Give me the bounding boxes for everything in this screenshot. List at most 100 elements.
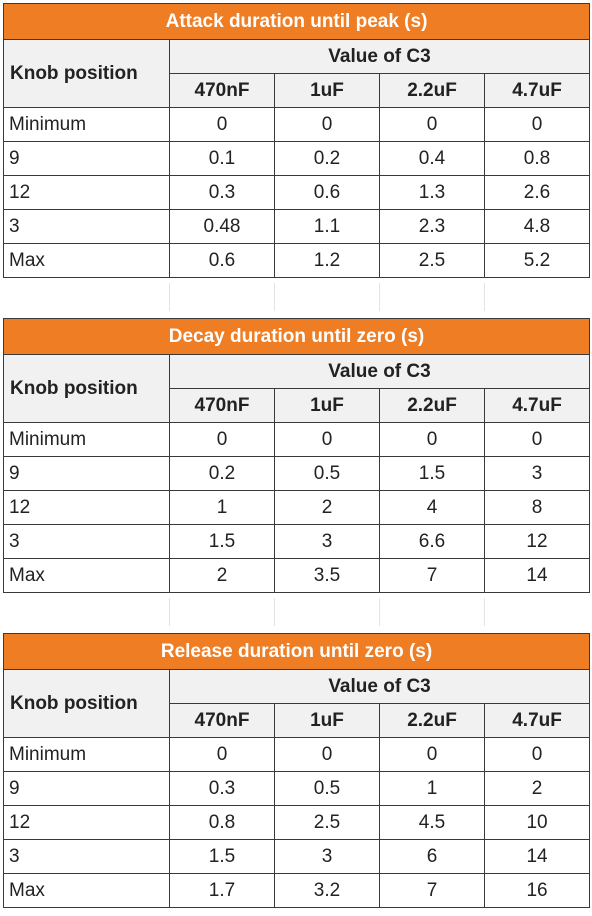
c3-value-header: 4.7uF [483, 703, 591, 738]
cell: 0.1 [169, 141, 275, 176]
table-row: Max 2 3.5 7 14 [3, 558, 590, 593]
row-label: Max [3, 873, 170, 908]
cell: 7 [379, 558, 485, 593]
cell: 0.6 [169, 243, 275, 278]
decay-table: Decay duration until zero (s) Knob posit… [3, 318, 590, 593]
row-label: Max [3, 558, 170, 593]
cell: 3 [274, 524, 380, 559]
table-row: Max 0.6 1.2 2.5 5.2 [3, 243, 590, 278]
table-row: 12 0.3 0.6 1.3 2.6 [3, 175, 590, 210]
cell: 1.1 [274, 209, 380, 244]
c3-header: Value of C3 [168, 669, 591, 704]
table-row: 9 0.2 0.5 1.5 3 [3, 456, 590, 491]
cell: 4.8 [484, 209, 590, 244]
table-row: 3 1.5 3 6 14 [3, 839, 591, 874]
cell: 4.5 [379, 805, 485, 840]
cell: 1.3 [379, 175, 485, 210]
cell: 3.5 [274, 558, 380, 593]
cell: 7 [379, 873, 485, 908]
c3-header: Value of C3 [169, 354, 590, 389]
cell: 16 [483, 873, 591, 908]
cell: 14 [484, 558, 590, 593]
row-label: Minimum [3, 422, 170, 457]
cell: 0 [169, 107, 275, 142]
cell: 12 [484, 524, 590, 559]
table-row: 9 0.1 0.2 0.4 0.8 [3, 141, 590, 176]
cell: 2 [274, 490, 380, 525]
cell: 0.2 [274, 141, 380, 176]
row-label: 12 [3, 805, 170, 840]
cell: 2.5 [274, 805, 380, 840]
cell: 4 [379, 490, 485, 525]
c3-value-header: 2.2uF [379, 388, 485, 423]
cell: 1.2 [274, 243, 380, 278]
table-row: 12 1 2 4 8 [3, 490, 590, 525]
cell: 6.6 [379, 524, 485, 559]
cell: 0.4 [379, 141, 485, 176]
row-label: 9 [3, 456, 170, 491]
cell: 10 [483, 805, 591, 840]
table-row: Minimum 0 0 0 0 [3, 107, 590, 142]
cell: 0 [274, 422, 380, 457]
c3-value-header: 470nF [169, 703, 275, 738]
cell: 1.5 [169, 524, 275, 559]
row-label: 3 [3, 524, 170, 559]
row-label: Minimum [3, 737, 170, 772]
knob-position-header: Knob position [3, 39, 170, 108]
knob-position-header: Knob position [3, 669, 170, 738]
cell: 14 [483, 839, 591, 874]
cell: 2.6 [484, 175, 590, 210]
row-label: 3 [3, 209, 170, 244]
row-label: 9 [3, 141, 170, 176]
cell: 3.2 [274, 873, 380, 908]
cell: 1.5 [169, 839, 275, 874]
c3-value-header: 2.2uF [379, 703, 485, 738]
cell: 5.2 [484, 243, 590, 278]
cell: 0.2 [169, 456, 275, 491]
c3-value-header: 470nF [169, 73, 275, 108]
row-label: Minimum [3, 107, 170, 142]
table-row: Minimum 0 0 0 0 [3, 737, 591, 772]
cell: 1 [169, 490, 275, 525]
cell: 8 [484, 490, 590, 525]
cell: 6 [379, 839, 485, 874]
cell: 0 [274, 107, 380, 142]
knob-position-header: Knob position [3, 354, 170, 423]
row-label: 12 [3, 490, 170, 525]
c3-value-header: 4.7uF [484, 73, 590, 108]
c3-header: Value of C3 [169, 39, 590, 74]
cell: 0 [484, 107, 590, 142]
cell: 0.3 [169, 175, 275, 210]
spacer-row [3, 283, 589, 311]
cell: 0.8 [169, 805, 275, 840]
cell: 1.5 [379, 456, 485, 491]
cell: 0 [379, 737, 485, 772]
c3-value-header: 1uF [274, 703, 380, 738]
attack-table: Attack duration until peak (s) Knob posi… [3, 3, 590, 278]
c3-value-header: 4.7uF [484, 388, 590, 423]
table-row: Max 1.7 3.2 7 16 [3, 873, 591, 908]
c3-value-header: 1uF [274, 73, 380, 108]
table-title: Decay duration until zero (s) [3, 318, 590, 355]
release-table: Release duration until zero (s) Knob pos… [2, 633, 591, 908]
cell: 3 [274, 839, 380, 874]
cell: 0 [484, 422, 590, 457]
cell: 0.48 [169, 209, 275, 244]
cell: 2 [169, 558, 275, 593]
cell: 0 [169, 737, 275, 772]
table-row: Minimum 0 0 0 0 [3, 422, 590, 457]
spacer-row [3, 598, 589, 626]
cell: 2.5 [379, 243, 485, 278]
cell: 0.5 [274, 771, 380, 806]
table-row: 9 0.3 0.5 1 2 [3, 771, 591, 806]
cell: 2 [483, 771, 591, 806]
cell: 0.5 [274, 456, 380, 491]
row-label: 9 [3, 771, 170, 806]
cell: 1.7 [169, 873, 275, 908]
table-row: 12 0.8 2.5 4.5 10 [3, 805, 591, 840]
table-row: 3 1.5 3 6.6 12 [3, 524, 590, 559]
row-label: Max [3, 243, 170, 278]
table-title: Attack duration until peak (s) [3, 3, 590, 40]
cell: 0 [379, 422, 485, 457]
cell: 1 [379, 771, 485, 806]
